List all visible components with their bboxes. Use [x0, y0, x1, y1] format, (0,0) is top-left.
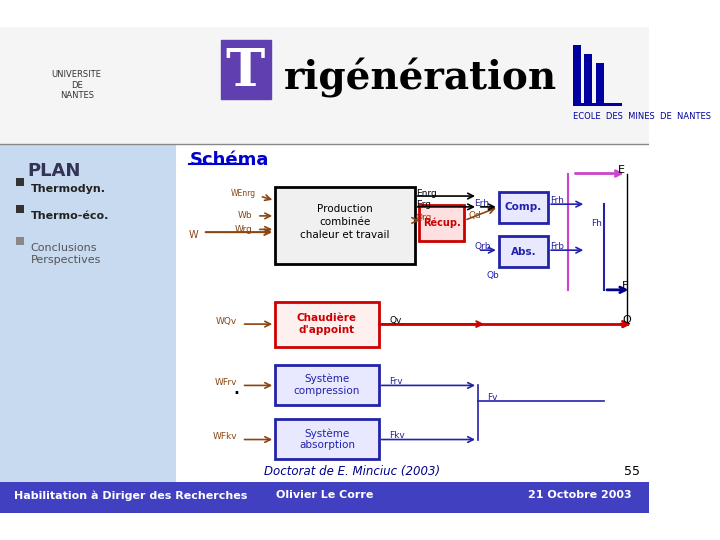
Text: Frh: Frh — [550, 196, 564, 205]
Text: 55: 55 — [624, 465, 640, 478]
Bar — [572, 45, 581, 103]
Bar — [585, 53, 593, 103]
Text: Qv: Qv — [390, 316, 402, 325]
Bar — [0, 26, 649, 144]
Text: Thermo-éco.: Thermo-éco. — [31, 211, 109, 221]
Text: Qrb: Qrb — [474, 242, 491, 251]
Text: Système
compression: Système compression — [294, 374, 360, 396]
Text: WEnrg: WEnrg — [231, 189, 256, 198]
Text: Production
combinée
chaleur et travail: Production combinée chaleur et travail — [300, 204, 390, 240]
Text: Fh: Fh — [590, 219, 601, 227]
Text: Qd: Qd — [469, 211, 482, 220]
Bar — [221, 40, 271, 99]
Text: PLAN: PLAN — [27, 162, 81, 180]
Bar — [176, 144, 649, 482]
Bar — [275, 419, 379, 460]
Text: Doctorat de E. Minciuc (2003): Doctorat de E. Minciuc (2003) — [264, 464, 440, 477]
Bar — [17, 178, 24, 186]
Text: Erg: Erg — [417, 200, 431, 208]
Text: F: F — [622, 281, 629, 291]
Text: Fv: Fv — [487, 393, 498, 402]
Text: E: E — [618, 165, 625, 175]
Text: ECOLE  DES  MINES  DE  NANTES: ECOLE DES MINES DE NANTES — [572, 112, 711, 121]
Text: Olivier Le Corre: Olivier Le Corre — [276, 490, 373, 501]
Text: Qb: Qb — [487, 271, 500, 280]
Text: Frv: Frv — [390, 377, 403, 386]
Bar — [596, 63, 604, 103]
Text: Abs.: Abs. — [510, 247, 536, 256]
Text: Récup.: Récup. — [423, 218, 461, 228]
Text: UNIVERSITE
DE
NANTES: UNIVERSITE DE NANTES — [52, 70, 102, 100]
Bar — [419, 205, 464, 241]
Text: WFrv: WFrv — [215, 378, 237, 387]
Text: Enrg: Enrg — [417, 189, 437, 198]
Text: WFkv: WFkv — [212, 433, 237, 441]
Text: Fkv: Fkv — [390, 431, 405, 441]
Text: rigénération: rigénération — [284, 58, 557, 98]
Bar — [0, 144, 176, 482]
Bar — [499, 236, 548, 267]
Bar — [275, 187, 415, 264]
Bar — [499, 192, 548, 223]
Text: Comp.: Comp. — [505, 202, 542, 212]
Text: T: T — [225, 46, 265, 97]
Text: Système
absorption: Système absorption — [299, 428, 355, 450]
Text: WQv: WQv — [216, 317, 237, 326]
Text: ·: · — [233, 382, 240, 407]
Text: 21 Octobre 2003: 21 Octobre 2003 — [528, 490, 631, 501]
Text: Erh: Erh — [474, 199, 490, 208]
Text: Schéma: Schéma — [189, 151, 269, 169]
Text: W: W — [189, 230, 199, 240]
Bar — [275, 301, 379, 347]
Text: Conclusions
Perspectives: Conclusions Perspectives — [31, 243, 101, 265]
Text: Wrg: Wrg — [235, 225, 253, 234]
Text: Thermodyn.: Thermodyn. — [31, 184, 106, 194]
Text: Q: Q — [623, 315, 631, 326]
Text: Chaudière
d'appoint: Chaudière d'appoint — [297, 313, 357, 335]
Text: Wb: Wb — [238, 211, 253, 220]
Bar — [275, 364, 379, 405]
Text: Frb: Frb — [550, 242, 564, 251]
Bar — [572, 103, 622, 106]
Bar — [0, 482, 649, 514]
Text: Qrg: Qrg — [415, 213, 432, 222]
Text: Habilitation à Diriger des Recherches: Habilitation à Diriger des Recherches — [14, 490, 247, 501]
Bar — [17, 205, 24, 213]
Bar — [17, 237, 24, 245]
